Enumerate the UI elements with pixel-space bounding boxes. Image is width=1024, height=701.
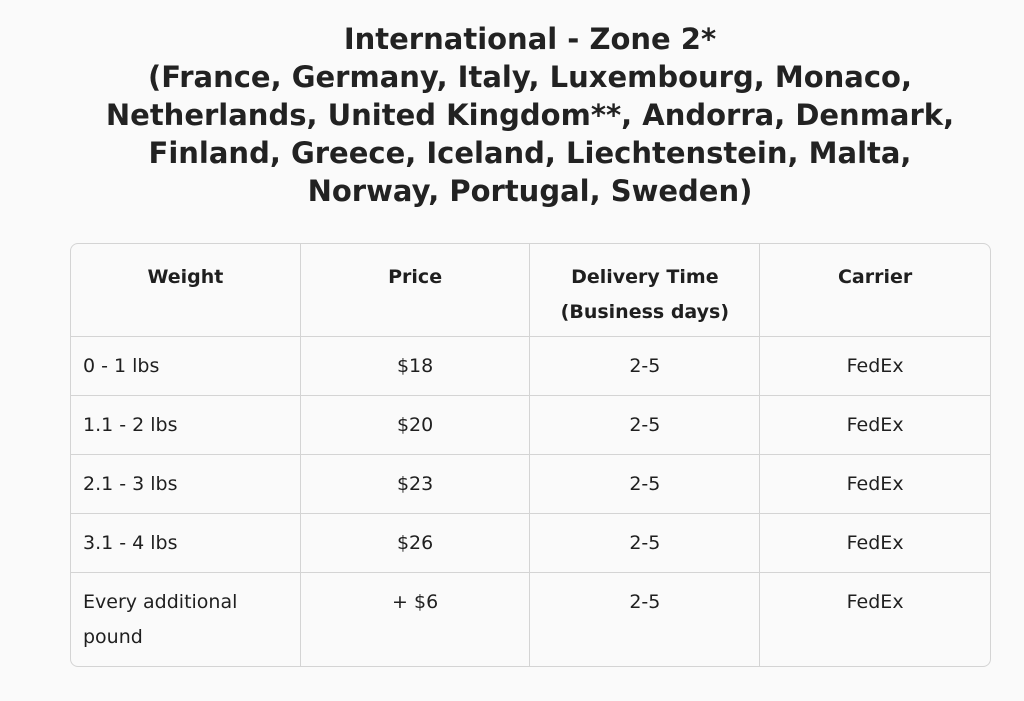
header-weight: Weight <box>71 244 301 337</box>
cell-delivery: 2-5 <box>530 514 761 573</box>
table-header-row: Weight Price Delivery Time (Business day… <box>71 244 990 337</box>
cell-price: $18 <box>300 337 531 396</box>
table-row: 2.1 - 3 lbs $23 2-5 FedEx <box>71 455 990 514</box>
cell-weight: 0 - 1 lbs <box>71 337 301 396</box>
cell-weight: 2.1 - 3 lbs <box>71 455 301 514</box>
page-title: International - Zone 2* (France, Germany… <box>0 20 1024 210</box>
shipping-rates-table: Weight Price Delivery Time (Business day… <box>70 243 991 667</box>
cell-delivery: 2-5 <box>530 396 761 455</box>
cell-price: $26 <box>300 514 531 573</box>
cell-carrier: FedEx <box>846 591 904 613</box>
cell-carrier: FedEx <box>760 396 990 455</box>
cell-price: $23 <box>300 455 531 514</box>
cell-carrier: FedEx <box>760 514 990 573</box>
cell-delivery: 2-5 <box>530 573 761 666</box>
cell-delivery: 2-5 <box>530 337 761 396</box>
cell-weight: Every additional pound <box>71 573 301 666</box>
title-line: Netherlands, United Kingdom**, Andorra, … <box>105 98 955 132</box>
title-line: Finland, Greece, Iceland, Liechtenstein,… <box>148 136 912 170</box>
title-line: (France, Germany, Italy, Luxembourg, Mon… <box>148 60 912 94</box>
table-row: 1.1 - 2 lbs $20 2-5 FedEx <box>71 396 990 455</box>
table-row: 0 - 1 lbs $18 2-5 FedEx <box>71 337 990 396</box>
title-line: International - Zone 2* <box>343 22 717 56</box>
cell-carrier: FedEx <box>760 455 990 514</box>
cell-price: $20 <box>300 396 531 455</box>
header-delivery-time: Delivery Time (Business days) <box>530 244 761 337</box>
cell-weight: 3.1 - 4 lbs <box>71 514 301 573</box>
table-row: 3.1 - 4 lbs $26 2-5 FedEx <box>71 514 990 573</box>
cell-price: + $6 <box>301 573 531 666</box>
cell-delivery: 2-5 <box>530 455 761 514</box>
header-carrier: Carrier <box>760 244 990 337</box>
title-line: Norway, Portugal, Sweden) <box>307 174 753 208</box>
cell-carrier: FedEx <box>760 337 990 396</box>
table-row: Every additional pound + $6 2-5 FedEx <box>71 573 990 666</box>
header-price: Price <box>300 244 531 337</box>
cell-weight: 1.1 - 2 lbs <box>71 396 301 455</box>
